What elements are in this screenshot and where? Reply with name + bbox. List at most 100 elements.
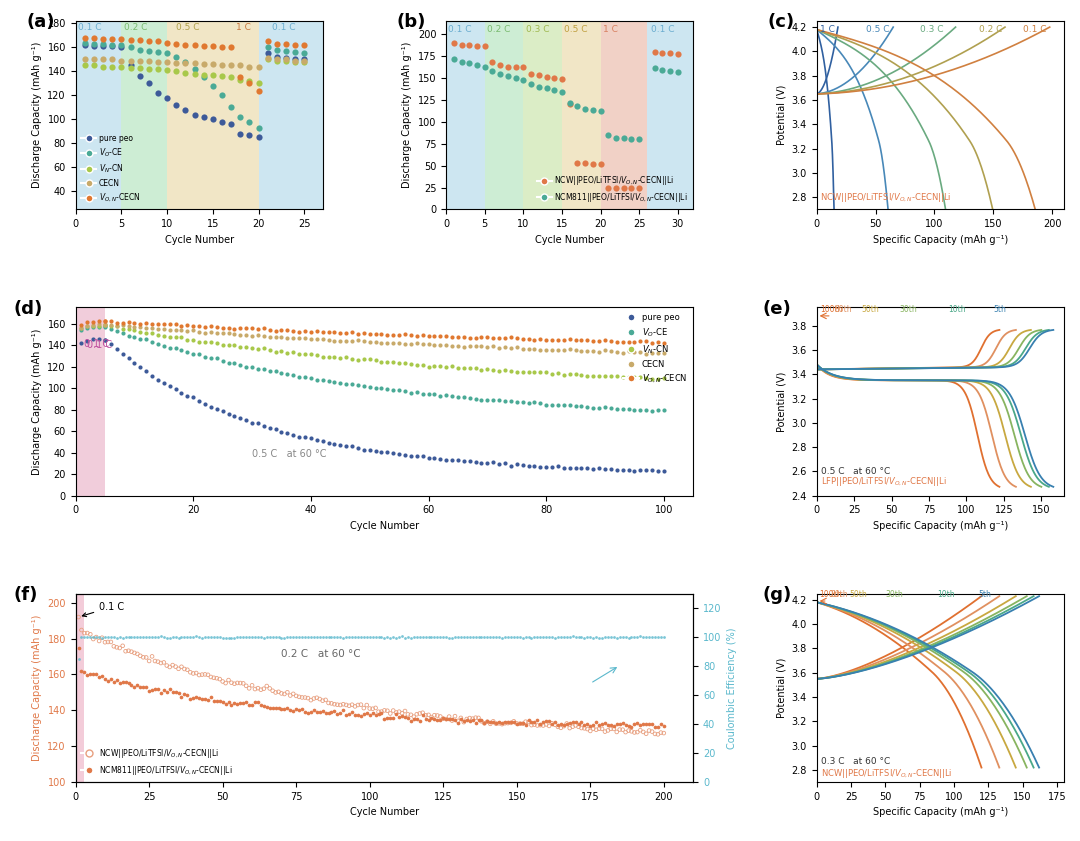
Point [137,680,154,693]
Point [112,40,130,54]
Point [432,360,449,373]
Point [255,341,272,355]
Point [220,674,238,687]
Point [473,456,490,469]
Point [96,315,113,328]
Point [543,630,561,643]
Point [490,331,508,344]
Point [302,630,320,643]
Point [91,631,108,644]
Point [364,702,381,716]
Point [120,631,137,644]
Point [72,318,90,331]
Point [111,676,129,690]
Point [144,630,161,643]
Point [361,327,378,341]
Text: 5th: 5th [978,590,991,600]
Point [388,706,405,719]
Point [94,32,111,45]
Point [131,34,148,47]
Point [291,703,308,717]
Point [79,627,96,640]
Point [469,39,486,52]
Point [208,671,226,685]
Point [87,631,105,644]
Point [437,712,455,726]
Point [579,462,596,475]
Point [261,701,279,715]
Point [249,130,267,144]
Point [291,331,308,345]
Point [79,321,96,335]
Point [577,102,594,115]
Point [437,339,455,352]
Point [531,397,549,410]
Point [373,382,390,395]
Point [408,358,426,372]
Point [608,335,625,348]
Point [140,630,158,643]
Text: 0.2 C: 0.2 C [124,24,148,33]
Point [400,630,417,643]
Point [417,708,434,722]
Text: 30th: 30th [900,305,917,315]
Point [514,631,531,644]
Point [149,655,166,669]
Point [214,326,231,340]
Point [259,53,276,66]
Point [222,40,240,54]
Point [117,644,134,658]
Point [652,717,670,731]
Point [167,660,185,674]
Point [646,631,663,644]
Point [361,352,378,366]
Point [214,59,231,72]
Point [232,328,249,341]
Point [476,39,494,52]
Point [222,71,240,84]
Point [343,325,361,339]
Point [384,446,402,459]
Point [111,631,129,644]
Point [120,329,137,342]
Point [173,660,190,674]
Point [625,631,643,644]
Point [125,680,143,694]
Point [367,701,384,715]
Point [70,653,87,666]
Point [149,337,166,351]
X-axis label: Specific Capacity (mAh g⁻¹): Specific Capacity (mAh g⁻¹) [873,521,1008,531]
Point [499,717,516,730]
Point [637,631,654,644]
Point [632,718,649,732]
Point [76,39,93,52]
Point [467,631,484,644]
Point [349,378,366,392]
Point [320,631,337,644]
Point [396,711,414,724]
Text: (a): (a) [26,13,55,31]
Point [200,668,217,681]
Point [426,330,443,343]
Point [540,714,557,727]
Point [147,654,164,668]
Point [273,330,291,343]
Point [499,60,516,73]
Point [434,711,451,725]
Point [608,370,625,383]
Point [249,77,267,90]
Point [434,631,451,644]
Point [579,333,596,346]
Point [591,335,608,348]
Point [294,690,311,704]
Point [644,725,661,738]
Point [396,384,414,398]
Point [302,694,320,707]
Point [261,631,279,644]
Point [220,326,238,340]
Point [343,440,361,453]
Point [470,711,487,725]
Bar [167,21,258,209]
Point [396,337,414,351]
Point [529,631,546,644]
